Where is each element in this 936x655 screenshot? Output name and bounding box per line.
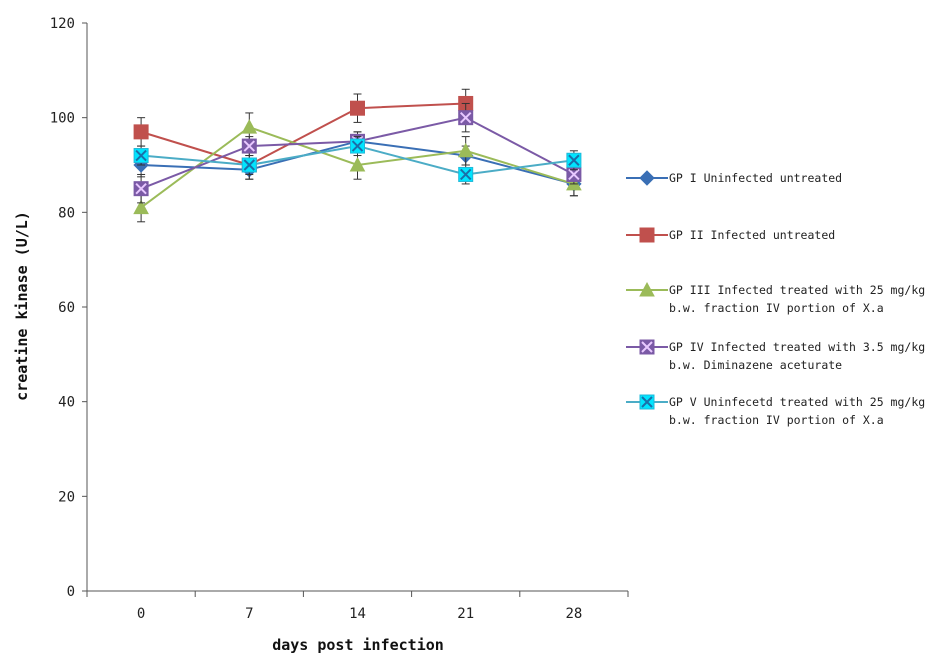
marker-cross bbox=[641, 341, 653, 353]
legend-marker bbox=[639, 227, 655, 243]
legend-label-gp2: GP II Infected untreated bbox=[669, 228, 836, 242]
y-tick-label: 60 bbox=[58, 300, 75, 316]
series-gp2 bbox=[133, 88, 474, 180]
legend-label-gp4: GP IV Infected treated with 3.5 mg/kg b.… bbox=[669, 340, 926, 372]
data-point bbox=[349, 156, 366, 172]
legend-swatch-gp4 bbox=[626, 339, 668, 355]
x-tick-label: 21 bbox=[457, 606, 474, 622]
x-axis-title: days post infection bbox=[272, 636, 444, 654]
marker-cross bbox=[459, 111, 472, 124]
marker-cross bbox=[351, 140, 364, 152]
marker-cross bbox=[243, 140, 256, 152]
legend-marker bbox=[639, 170, 655, 186]
marker-cross bbox=[243, 159, 256, 171]
x-tick-label: 7 bbox=[245, 606, 253, 622]
y-tick-label: 80 bbox=[58, 205, 75, 221]
legend-label-gp3: GP III Infected treated with 25 mg/kg b.… bbox=[669, 283, 926, 315]
marker-cross bbox=[135, 182, 147, 195]
data-point bbox=[457, 142, 474, 158]
data-point bbox=[133, 148, 149, 164]
marker-cross bbox=[641, 396, 653, 408]
axes: 0 20 40 60 80 100 120 0 7 14 21 28 bbox=[50, 16, 629, 622]
y-tick-label: 120 bbox=[50, 16, 75, 32]
x-tick-label: 14 bbox=[349, 606, 366, 622]
data-point bbox=[458, 166, 474, 182]
data-point bbox=[241, 157, 257, 173]
legend-label-gp5: GP V Uninfecetd treated with 25 mg/kg b.… bbox=[669, 395, 926, 427]
data-point bbox=[133, 199, 149, 215]
legend-swatch-gp3 bbox=[626, 281, 668, 297]
y-tick-label: 100 bbox=[50, 111, 75, 127]
data-point bbox=[350, 100, 365, 116]
y-tick-label: 20 bbox=[58, 489, 75, 505]
data-point bbox=[133, 124, 149, 140]
series-layer bbox=[133, 88, 582, 223]
data-point bbox=[241, 138, 257, 154]
data-point bbox=[241, 119, 258, 134]
data-point bbox=[133, 181, 149, 197]
y-tick-label: 40 bbox=[58, 395, 75, 411]
legend-swatch-gp5 bbox=[626, 394, 668, 410]
data-point bbox=[566, 166, 582, 182]
legend-marker bbox=[639, 339, 655, 355]
y-tick-label: 0 bbox=[67, 584, 75, 600]
data-point bbox=[566, 152, 582, 168]
legend-marker bbox=[639, 394, 655, 410]
marker-cross bbox=[568, 154, 580, 166]
series-gp5 bbox=[133, 136, 582, 185]
legend-swatch-gp2 bbox=[626, 227, 668, 243]
marker-cross bbox=[135, 149, 147, 162]
legend-marker bbox=[639, 281, 655, 297]
series-line-gp2 bbox=[140, 102, 466, 167]
y-axis-title: creatine kinase (U/L) bbox=[13, 211, 31, 401]
marker-cross bbox=[459, 168, 472, 181]
marker-cross bbox=[568, 168, 580, 181]
x-tick-label: 0 bbox=[137, 606, 145, 622]
legend-label-gp1: GP I Uninfected untreated bbox=[669, 171, 843, 185]
x-tick-label: 28 bbox=[565, 606, 582, 622]
data-point bbox=[350, 138, 365, 154]
legend-swatch-gp1 bbox=[626, 170, 668, 186]
data-point bbox=[458, 110, 474, 126]
